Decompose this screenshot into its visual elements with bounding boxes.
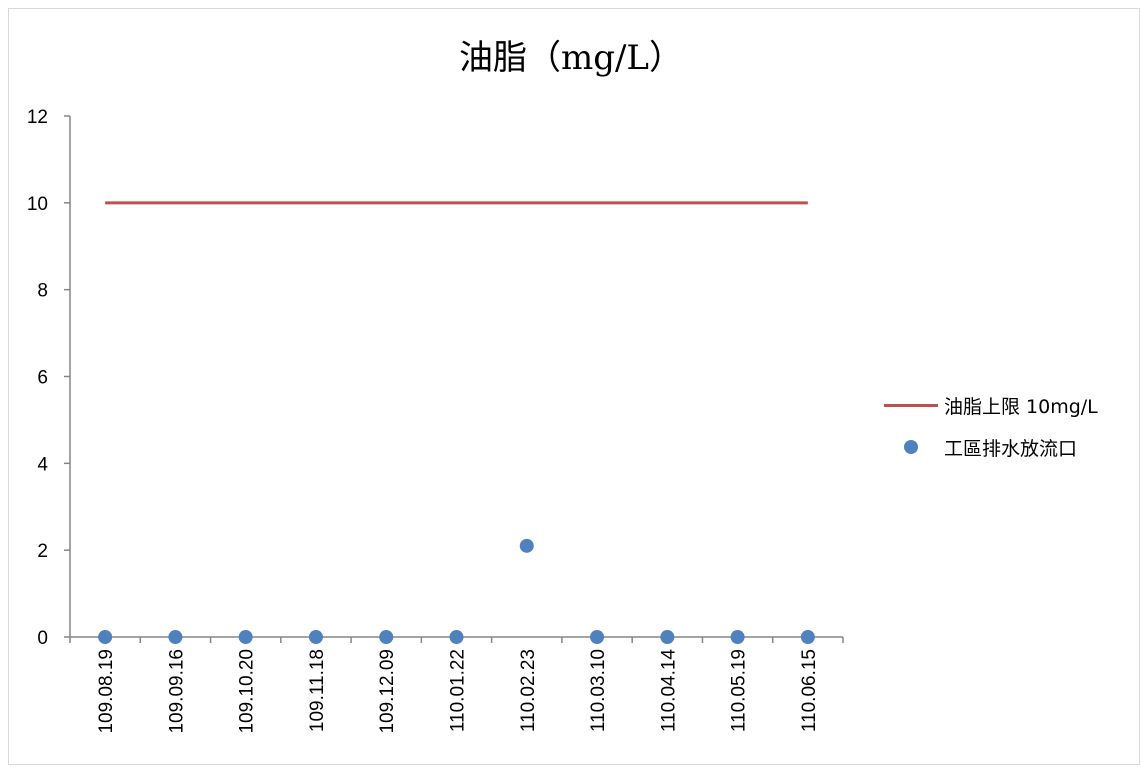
- chart-legend: 油脂上限 10mg/L 工區排水放流口: [884, 390, 1098, 474]
- y-tick-label: 4: [37, 454, 48, 475]
- x-tick-label: 109.12.09: [377, 649, 398, 734]
- data-point: [730, 630, 745, 644]
- data-point: [238, 630, 253, 644]
- data-point: [800, 630, 815, 644]
- y-tick-label: 6: [37, 368, 48, 389]
- legend-dot-swatch: [884, 440, 938, 454]
- legend-item-outlet: 工區排水放流口: [884, 432, 1098, 462]
- x-tick-label: 110.04.14: [658, 649, 679, 733]
- legend-label-limit: 油脂上限 10mg/L: [944, 395, 1098, 418]
- x-tick-label: 109.08.19: [96, 649, 117, 734]
- data-point: [379, 630, 394, 644]
- x-tick-label: 110.06.15: [799, 649, 820, 732]
- chart-frame: [8, 8, 1140, 765]
- y-tick-label: 8: [37, 281, 48, 302]
- y-tick-label: 10: [27, 194, 48, 215]
- x-tick-label: 110.01.22: [448, 649, 469, 732]
- data-point: [449, 630, 464, 644]
- y-tick-label: 12: [27, 107, 48, 128]
- legend-item-limit: 油脂上限 10mg/L: [884, 390, 1098, 420]
- legend-line-swatch: [884, 403, 938, 407]
- data-point: [168, 630, 183, 644]
- x-tick-label: 109.11.18: [307, 649, 328, 732]
- x-tick-label: 110.02.23: [518, 649, 539, 732]
- y-tick-label: 0: [37, 628, 48, 649]
- chart-title: 油脂（mg/L）: [458, 38, 684, 78]
- data-point: [590, 630, 605, 644]
- x-tick-label: 109.10.20: [237, 649, 258, 734]
- y-tick-label: 2: [37, 541, 48, 562]
- x-tick-label: 110.05.19: [729, 649, 750, 732]
- legend-label-outlet: 工區排水放流口: [944, 437, 1078, 460]
- x-tick-label: 110.03.10: [588, 649, 609, 732]
- x-tick-label: 109.09.16: [166, 649, 187, 734]
- data-point: [308, 630, 323, 644]
- data-point: [98, 630, 113, 644]
- data-point: [519, 538, 534, 553]
- data-point: [660, 630, 675, 644]
